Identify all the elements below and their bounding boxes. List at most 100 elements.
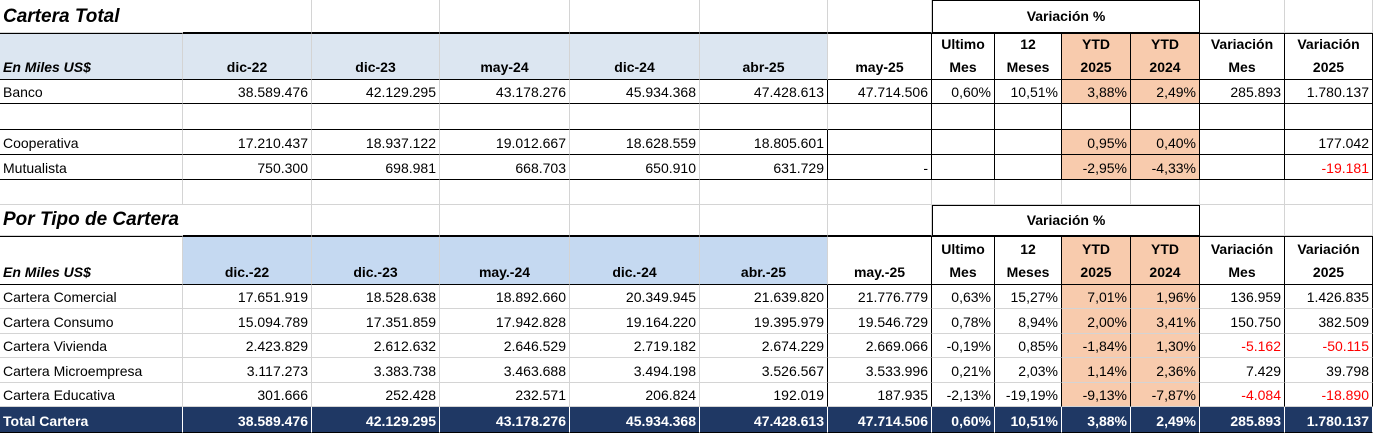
total-cell: 2,49% [1131,407,1200,433]
value: 17.210.437 [237,135,308,151]
empty-cell [1285,0,1373,33]
data-cell [932,130,995,155]
empty-cell [828,0,932,33]
data-cell: 42.129.295 [312,80,440,104]
data-cell: -19,19% [995,383,1062,407]
header-line: Ultimo [941,241,985,257]
value: 1.780.137 [1306,84,1369,100]
header-line: Meses [1006,59,1050,75]
empty-cell [700,205,828,236]
row-label: Cartera Comercial [3,289,117,305]
value: 0,60% [951,413,991,429]
header-line: 2025 [1080,59,1112,75]
value: 192.019 [773,387,824,403]
data-cell: 0,40% [1131,130,1200,155]
data-cell: 0,95% [1062,130,1131,155]
value: 18.892.660 [495,289,566,305]
empty-cell [183,104,312,130]
header-text: may.-24 [478,264,531,280]
value: -19.181 [1321,160,1369,176]
empty-cell [1200,205,1285,236]
row-label: Cooperativa [3,135,79,151]
data-cell: 18.528.638 [312,285,440,309]
header-cell: abr-25 [700,33,828,80]
data-cell: 232.571 [440,383,570,407]
header-line: YTD [1151,36,1179,52]
value: 0,95% [1087,135,1127,151]
value: 252.428 [385,387,436,403]
empty-cell [828,104,932,130]
title-text: Por Tipo de Cartera [3,209,179,230]
value: -0,19% [946,338,991,354]
value: 7,01% [1087,289,1127,305]
data-cell: 2.669.066 [828,334,932,358]
header-line: Meses [1006,264,1050,280]
data-cell: 18.937.122 [312,130,440,155]
empty-cell [183,205,312,236]
empty-cell [700,180,828,205]
empty-cell [1131,104,1200,130]
header-cell: abr.-25 [700,236,828,285]
variation-text: Variación % [1026,212,1106,228]
value: 45.934.368 [625,413,696,429]
value: -19,19% [1005,387,1058,403]
value: 2,36% [1156,363,1196,379]
value: -5.162 [1241,338,1281,354]
data-cell [828,130,932,155]
value: 631.729 [773,160,824,176]
value: 2.646.529 [503,338,566,354]
header-cell: 12 Meses [995,33,1062,80]
empty-cell [1285,104,1373,130]
value: -9,13% [1082,387,1127,403]
data-cell [932,155,995,180]
value: 301.666 [257,387,308,403]
header-line: Variación [1297,36,1360,52]
value: 42.129.295 [365,413,436,429]
empty-cell [183,0,312,33]
data-cell: 2,03% [995,358,1062,383]
data-cell: 10,51% [995,80,1062,104]
value: 0,78% [951,314,991,330]
empty-cell [828,205,932,236]
empty-cell [570,180,700,205]
data-cell: 192.019 [700,383,828,407]
title-text: Cartera Total [3,6,120,27]
header-cell: may-25 [828,33,932,80]
data-cell: 3,88% [1062,80,1131,104]
data-cell: 0,78% [932,309,995,334]
value: 2.719.182 [633,338,696,354]
empty-cell [312,104,440,130]
header-cell: Variación Mes [1200,33,1285,80]
header-line: Mes [949,59,977,75]
data-cell: 47.714.506 [828,80,932,104]
data-cell: 18.628.559 [570,130,700,155]
value: 285.893 [1230,413,1281,429]
total-cell: 0,60% [932,407,995,433]
empty-cell [312,0,440,33]
header-text: dic.-23 [353,264,398,280]
data-cell [995,155,1062,180]
data-cell: 668.703 [440,155,570,180]
header-text: may.-25 [853,264,906,280]
value: 136.959 [1230,289,1281,305]
data-cell: 2,36% [1131,358,1200,383]
data-cell: 136.959 [1200,285,1285,309]
value: 650.910 [645,160,696,176]
header-line: YTD [1082,241,1110,257]
data-cell: 750.300 [183,155,312,180]
data-cell: -4.084 [1200,383,1285,407]
value: 232.571 [515,387,566,403]
value: 38.589.476 [237,413,308,429]
data-cell: 650.910 [570,155,700,180]
header-line: 12 [1020,36,1036,52]
header-line: Mes [1228,264,1256,280]
data-cell: 2.646.529 [440,334,570,358]
value: 698.981 [385,160,436,176]
total-cell: 285.893 [1200,407,1285,433]
value: 0,40% [1156,135,1196,151]
value: 15,27% [1010,289,1058,305]
data-cell: 18.805.601 [700,130,828,155]
header-cell: En Miles US$ [0,33,183,80]
value: 2,49% [1156,84,1196,100]
data-cell: 1,96% [1131,285,1200,309]
